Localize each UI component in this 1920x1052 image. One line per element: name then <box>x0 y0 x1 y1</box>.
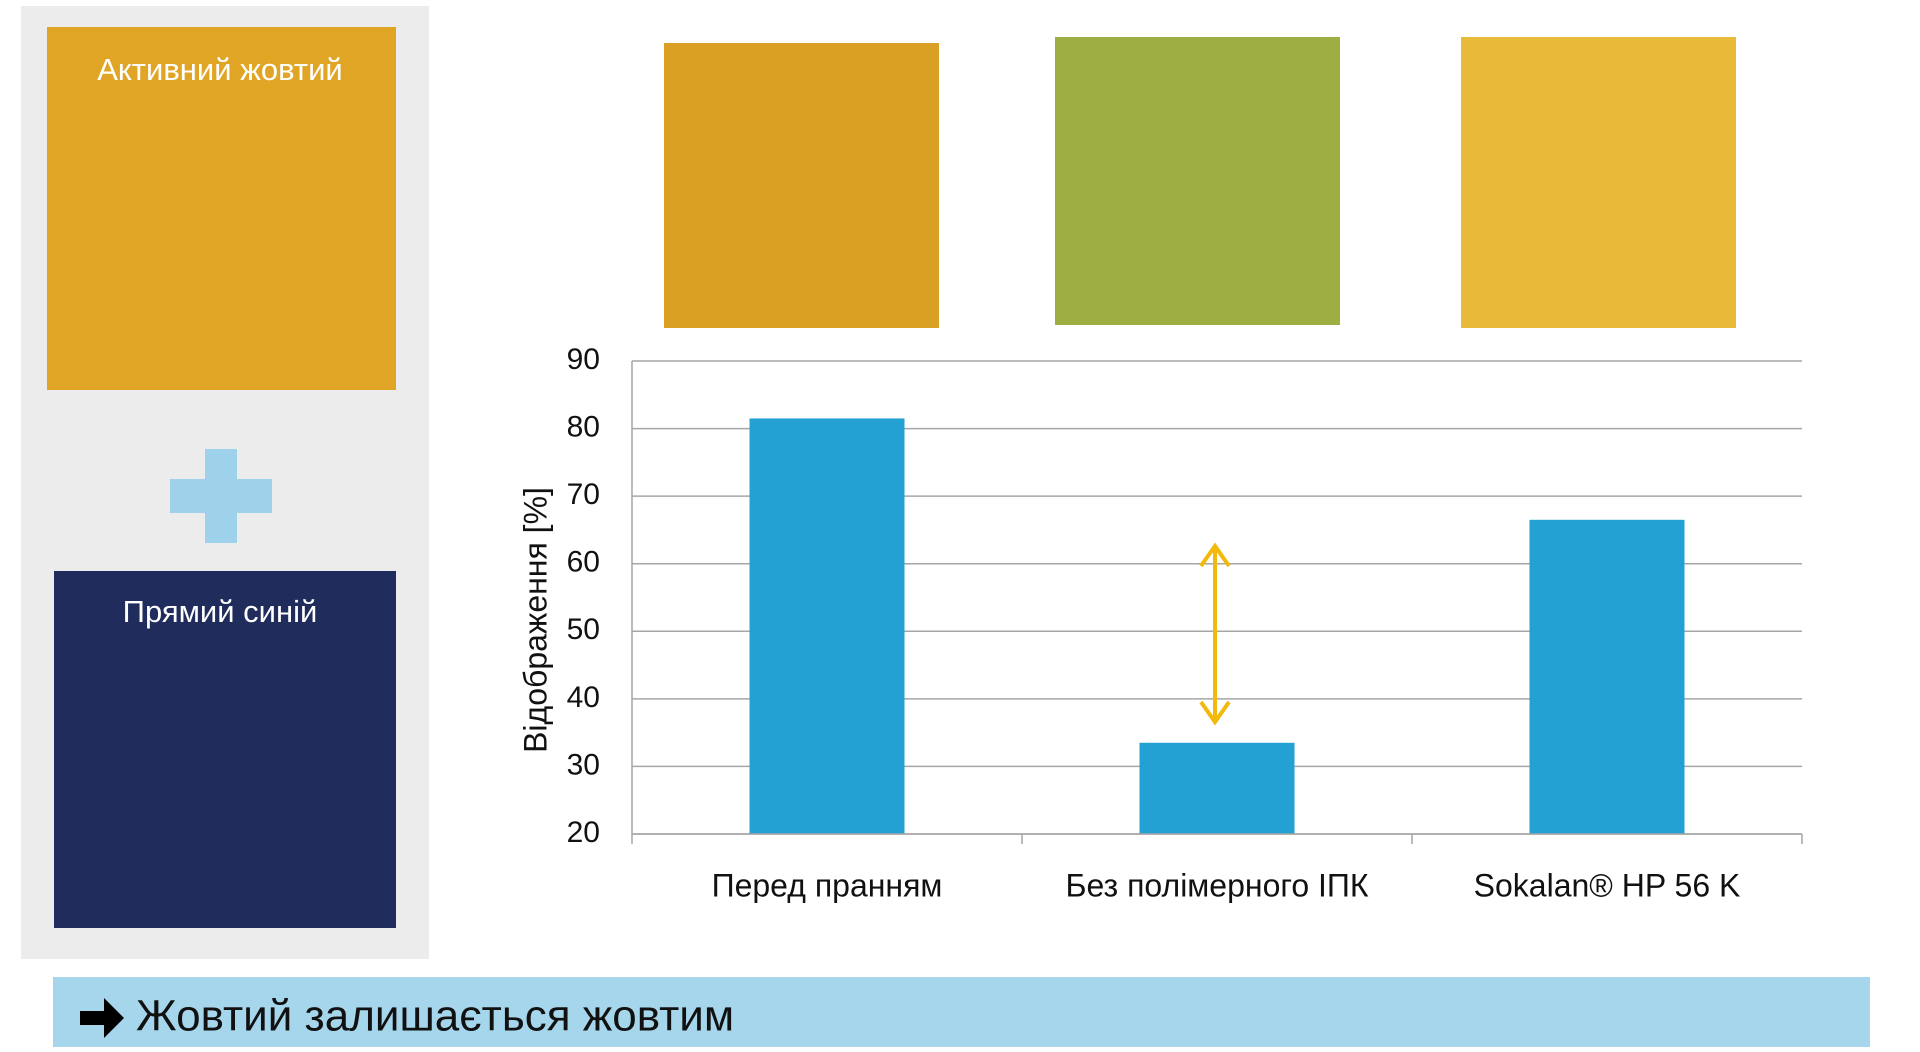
fabric-swatch <box>1461 37 1736 328</box>
x-tick-label: Без полімерного ІПК <box>1065 867 1368 903</box>
y-axis-title: Відображення [%] <box>517 487 553 753</box>
bar <box>749 418 905 834</box>
y-tick-label: 80 <box>567 410 600 443</box>
conclusion-text: Жовтий залишається жовтим <box>136 992 734 1041</box>
y-tick-label: 70 <box>567 478 600 511</box>
fabric-swatch <box>1055 37 1340 325</box>
y-tick-label: 40 <box>567 681 600 714</box>
chart: 20 30 40 50 60 70 80 90 Відображення [%] Перед пр… <box>517 343 1803 903</box>
swatch-label: Прямий синій <box>123 594 318 629</box>
plus-icon <box>170 449 272 543</box>
difference-arrow <box>1199 542 1231 726</box>
conclusion-bar <box>53 977 1870 1047</box>
bar <box>1139 742 1295 834</box>
yellow-swatch <box>47 27 396 390</box>
y-tick-label: 20 <box>567 816 600 849</box>
y-tick-label: 90 <box>567 343 600 376</box>
bar <box>1529 519 1685 834</box>
y-tick-label: 50 <box>567 613 600 646</box>
y-tick-label: 30 <box>567 748 600 781</box>
swatch-label: Активний жовтий <box>97 52 343 87</box>
blue-swatch <box>54 571 396 928</box>
x-tick-label: Перед пранням <box>712 867 943 903</box>
y-tick-label: 60 <box>567 546 600 579</box>
x-tick-label: Sokalan® HP 56 K <box>1474 867 1741 903</box>
fabric-swatch <box>664 43 939 328</box>
arrow-icon <box>80 998 124 1038</box>
